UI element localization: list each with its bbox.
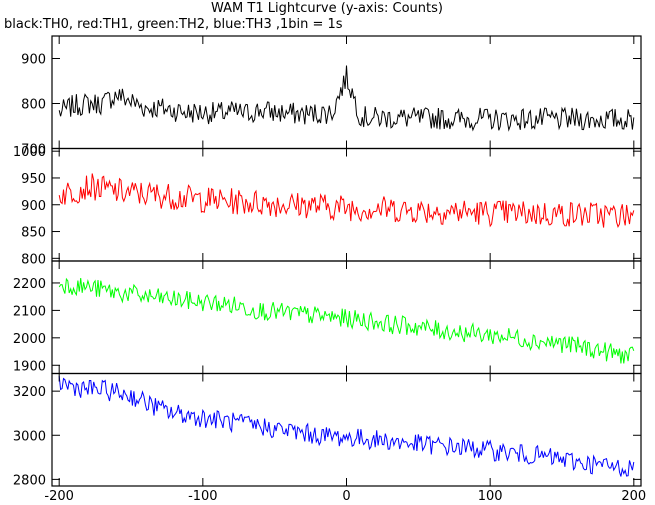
panel-th2: 1900 2000 2100 2200	[13, 260, 642, 374]
panels-group: 700 800 900 800 850 900 950 1000 1900 2000 2100 220…	[13, 35, 642, 488]
panel-th0-frame	[51, 35, 642, 150]
y-tick-label-th1: 1000	[13, 145, 46, 160]
y-tick-label-th1: 850	[21, 226, 46, 241]
chart-title: WAM T1 Lightcurve (y-axis: Counts)	[211, 1, 443, 16]
y-tick-label-th1: 950	[21, 172, 46, 187]
x-tick-label: 100	[478, 489, 503, 504]
series-th3-line	[58, 376, 635, 477]
y-tick-label-th0: 900	[21, 53, 46, 68]
panel-th3: 2800 3000 3200	[13, 372, 642, 488]
series-th1-line	[58, 173, 635, 228]
x-tick-label: 200	[621, 489, 646, 504]
y-tick-label-th2: 1900	[13, 359, 46, 374]
chart-subtitle: black:TH0, red:TH1, green:TH2, blue:TH3 …	[4, 17, 343, 32]
x-tick-label: -100	[188, 489, 218, 504]
panel-th1-frame	[51, 147, 642, 262]
x-tick-label: -200	[44, 489, 74, 504]
y-tick-label-th3: 2800	[13, 473, 46, 488]
y-tick-label-th2: 2200	[13, 277, 46, 292]
x-tick-label: 0	[342, 489, 350, 504]
y-tick-label-th0: 800	[21, 98, 46, 113]
series-th2-line	[58, 277, 635, 364]
y-tick-label-th3: 3000	[13, 429, 46, 444]
y-tick-label-th2: 2100	[13, 304, 46, 319]
y-tick-label-th3: 3200	[13, 385, 46, 400]
x-axis: -200 -100 0 100 200	[44, 489, 646, 504]
y-tick-label-th0: 700	[21, 143, 46, 158]
y-tick-label-th1: 900	[21, 199, 46, 214]
y-tick-label-th2: 2000	[13, 332, 46, 347]
series-th0-line	[58, 65, 635, 132]
panel-th0: 700 800 900	[21, 35, 642, 158]
panel-th3-frame	[51, 372, 642, 487]
y-tick-label-th1: 800	[21, 252, 46, 267]
panel-th1: 800 850 900 950 1000	[13, 145, 642, 267]
